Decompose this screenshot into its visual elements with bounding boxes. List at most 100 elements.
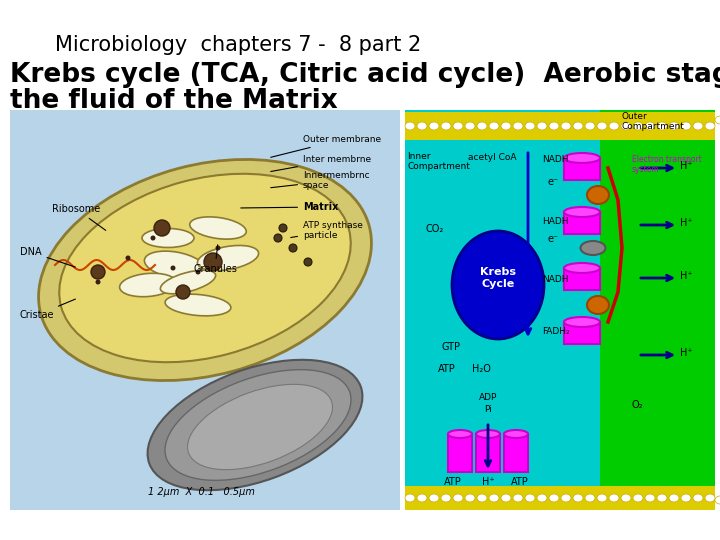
Ellipse shape	[633, 122, 643, 130]
Ellipse shape	[587, 186, 609, 204]
Ellipse shape	[621, 122, 631, 130]
Circle shape	[171, 266, 176, 271]
Text: Ribosome: Ribosome	[52, 204, 106, 231]
Ellipse shape	[501, 122, 511, 130]
Circle shape	[196, 269, 200, 274]
Ellipse shape	[453, 122, 463, 130]
Bar	[564, 212, 600, 234]
Text: Inner
Compartment: Inner Compartment	[407, 152, 470, 171]
Ellipse shape	[657, 494, 667, 502]
Ellipse shape	[39, 159, 372, 381]
Text: FADH₂: FADH₂	[542, 327, 570, 336]
Ellipse shape	[429, 494, 439, 502]
Ellipse shape	[561, 494, 571, 502]
Ellipse shape	[477, 122, 487, 130]
Ellipse shape	[561, 122, 571, 130]
Circle shape	[154, 220, 170, 236]
Ellipse shape	[489, 122, 499, 130]
Text: CO₂: CO₂	[426, 224, 444, 234]
Ellipse shape	[165, 370, 351, 481]
Ellipse shape	[465, 122, 475, 130]
Ellipse shape	[148, 360, 362, 490]
Text: Cristae: Cristae	[20, 299, 76, 320]
Text: e⁻: e⁻	[547, 177, 558, 187]
Ellipse shape	[580, 241, 606, 255]
Bar	[405, 112, 715, 140]
Ellipse shape	[537, 122, 547, 130]
Bar	[405, 486, 715, 510]
Text: e⁻: e⁻	[547, 234, 558, 244]
Text: NADH: NADH	[542, 275, 569, 285]
Text: H⁺: H⁺	[680, 271, 693, 281]
Ellipse shape	[197, 246, 258, 271]
Ellipse shape	[609, 122, 619, 130]
Ellipse shape	[59, 174, 351, 362]
Text: GTP: GTP	[441, 342, 460, 352]
Text: the fluid of the Matrix: the fluid of the Matrix	[10, 88, 338, 114]
Ellipse shape	[549, 494, 559, 502]
Text: 1 2μm  X  0.1   0.5μm: 1 2μm X 0.1 0.5μm	[148, 487, 255, 497]
Ellipse shape	[573, 122, 583, 130]
Ellipse shape	[597, 122, 607, 130]
Ellipse shape	[405, 494, 415, 502]
Ellipse shape	[525, 494, 535, 502]
Text: H⁺: H⁺	[680, 218, 693, 228]
Text: ATP synthase
particle: ATP synthase particle	[291, 221, 363, 240]
Ellipse shape	[609, 494, 619, 502]
Ellipse shape	[705, 494, 715, 502]
Ellipse shape	[564, 153, 600, 163]
Circle shape	[279, 224, 287, 232]
Bar	[564, 158, 600, 180]
Ellipse shape	[417, 494, 427, 502]
Ellipse shape	[585, 494, 595, 502]
Circle shape	[204, 253, 222, 271]
Ellipse shape	[405, 122, 415, 130]
Ellipse shape	[501, 494, 511, 502]
Text: H₂O: H₂O	[472, 364, 491, 374]
Ellipse shape	[597, 494, 607, 502]
Ellipse shape	[537, 494, 547, 502]
Text: Krebs
Cycle: Krebs Cycle	[480, 267, 516, 289]
Ellipse shape	[142, 228, 194, 247]
Ellipse shape	[161, 270, 215, 294]
Bar	[564, 268, 600, 290]
Bar	[448, 434, 472, 472]
Circle shape	[304, 258, 312, 266]
Ellipse shape	[504, 430, 528, 438]
Ellipse shape	[477, 494, 487, 502]
Ellipse shape	[633, 494, 643, 502]
Text: H⁺: H⁺	[680, 348, 693, 358]
Ellipse shape	[705, 122, 715, 130]
Circle shape	[289, 244, 297, 252]
Text: H⁺: H⁺	[482, 477, 495, 487]
Ellipse shape	[513, 494, 523, 502]
Text: Outer membrane: Outer membrane	[271, 135, 381, 157]
Ellipse shape	[715, 116, 720, 124]
Text: Outer
Compartment: Outer Compartment	[622, 112, 685, 131]
Ellipse shape	[190, 217, 246, 239]
Circle shape	[274, 234, 282, 242]
Text: NADH: NADH	[542, 156, 569, 165]
Ellipse shape	[165, 294, 231, 316]
Text: DNA: DNA	[20, 247, 76, 267]
Bar	[405, 110, 715, 510]
Ellipse shape	[645, 494, 655, 502]
Text: Inter membrne: Inter membrne	[271, 155, 371, 172]
Ellipse shape	[657, 122, 667, 130]
Ellipse shape	[564, 263, 600, 273]
Text: acetyl CoA: acetyl CoA	[468, 153, 516, 162]
Ellipse shape	[417, 122, 427, 130]
Ellipse shape	[645, 122, 655, 130]
Bar	[504, 434, 528, 472]
Ellipse shape	[452, 231, 544, 339]
Ellipse shape	[564, 317, 600, 327]
Ellipse shape	[429, 122, 439, 130]
Ellipse shape	[564, 207, 600, 217]
Text: Electron transport
system: Electron transport system	[632, 155, 702, 174]
Bar	[10, 110, 400, 510]
Bar	[564, 322, 600, 344]
Text: Microbiology  chapters 7 -  8 part 2: Microbiology chapters 7 - 8 part 2	[55, 35, 421, 55]
Bar	[476, 434, 500, 472]
Ellipse shape	[573, 494, 583, 502]
Ellipse shape	[525, 122, 535, 130]
